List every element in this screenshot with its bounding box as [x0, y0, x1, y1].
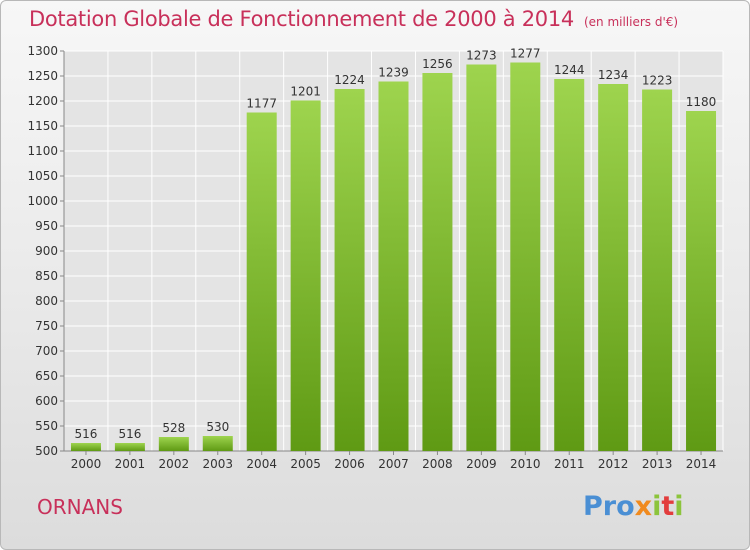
x-tick-label: 2003 [202, 457, 233, 471]
bar-value-label: 516 [118, 427, 141, 441]
city-name: ORNANS [37, 495, 123, 519]
bar [378, 81, 409, 451]
bar-value-label: 516 [75, 427, 98, 441]
y-tick-label: 1100 [27, 144, 58, 158]
y-tick-label: 750 [35, 319, 58, 333]
x-tick-label: 2000 [71, 457, 102, 471]
bar [290, 100, 321, 451]
y-tick-label: 850 [35, 269, 58, 283]
x-tick-label: 2001 [115, 457, 146, 471]
y-tick-label: 1150 [27, 119, 58, 133]
proxiti-logo: Proxiti [583, 491, 684, 522]
bar-value-label: 530 [206, 420, 229, 434]
bar [70, 443, 101, 451]
y-tick-label: 1200 [27, 94, 58, 108]
bar-value-label: 1180 [686, 95, 717, 109]
title-row: Dotation Globale de Fonctionnement de 20… [29, 7, 678, 31]
y-tick-label: 500 [35, 444, 58, 458]
x-tick-label: 2008 [422, 457, 453, 471]
bar [554, 79, 585, 451]
chart-subtitle: (en milliers d'€) [583, 15, 679, 29]
bar-value-label: 1244 [554, 63, 585, 77]
x-tick-label: 2014 [686, 457, 717, 471]
bar-value-label: 1234 [598, 68, 629, 82]
bar [686, 111, 717, 451]
bar-value-label: 1239 [378, 66, 409, 80]
bar-value-label: 1177 [246, 97, 277, 111]
y-tick-label: 650 [35, 369, 58, 383]
y-tick-label: 900 [35, 244, 58, 258]
bar [598, 84, 629, 451]
x-tick-label: 2010 [510, 457, 541, 471]
bar [202, 436, 233, 451]
x-tick-label: 2013 [642, 457, 673, 471]
y-tick-label: 1050 [27, 169, 58, 183]
x-tick-label: 2004 [246, 457, 277, 471]
x-tick-label: 2005 [290, 457, 321, 471]
bar [334, 89, 365, 451]
y-tick-label: 700 [35, 344, 58, 358]
bar-value-label: 1223 [642, 74, 673, 88]
y-tick-label: 950 [35, 219, 58, 233]
x-tick-label: 2012 [598, 457, 629, 471]
bar-value-label: 1201 [290, 85, 321, 99]
y-tick-label: 550 [35, 419, 58, 433]
bar [642, 89, 673, 451]
bar [158, 437, 189, 451]
x-tick-label: 2011 [554, 457, 585, 471]
bar [422, 73, 453, 451]
bar [246, 112, 277, 451]
bar-value-label: 1277 [510, 47, 541, 61]
y-tick-label: 1000 [27, 194, 58, 208]
chart-title: Dotation Globale de Fonctionnement de 20… [29, 7, 574, 31]
bar [114, 443, 145, 451]
bar [510, 62, 541, 451]
bar [466, 64, 497, 451]
bar-value-label: 1256 [422, 57, 453, 71]
bar-value-label: 1273 [466, 49, 497, 63]
y-tick-label: 1300 [27, 44, 58, 58]
bar-value-label: 1224 [334, 73, 365, 87]
x-tick-label: 2007 [378, 457, 409, 471]
x-tick-label: 2002 [159, 457, 190, 471]
y-tick-label: 1250 [27, 69, 58, 83]
x-tick-label: 2009 [466, 457, 497, 471]
bar-value-label: 528 [162, 421, 185, 435]
y-tick-label: 800 [35, 294, 58, 308]
x-tick-label: 2006 [334, 457, 365, 471]
y-tick-label: 600 [35, 394, 58, 408]
